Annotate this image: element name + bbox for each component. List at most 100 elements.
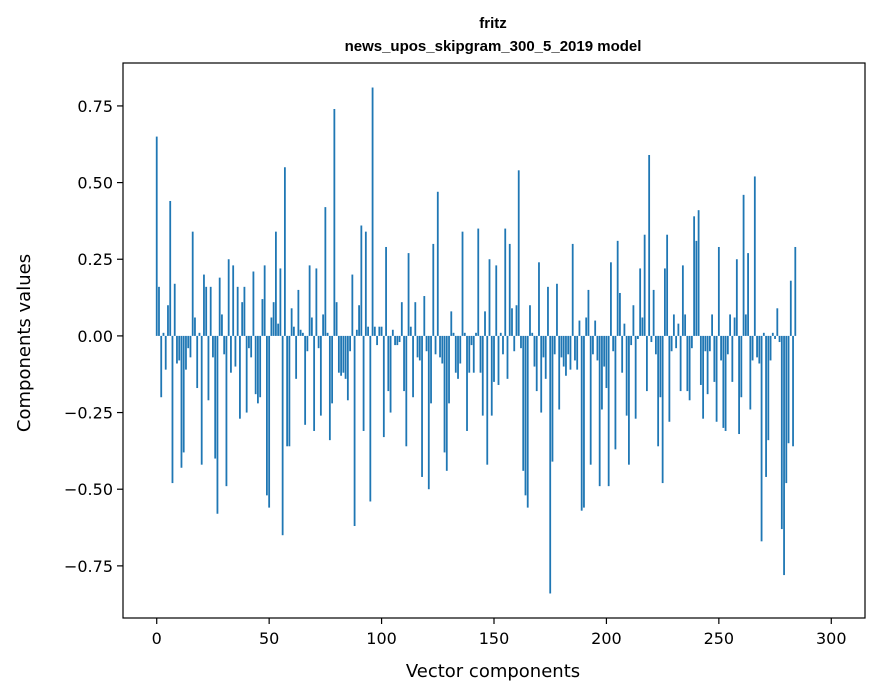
bar-235	[684, 314, 687, 336]
bar-121	[427, 335, 430, 490]
bar-103	[387, 335, 390, 392]
chart-title: fritz	[479, 15, 507, 32]
bar-266	[753, 176, 756, 336]
bar-154	[502, 335, 504, 355]
bar-40	[245, 335, 248, 413]
bar-261	[742, 194, 745, 336]
bar-277	[778, 335, 781, 343]
bar-159	[513, 335, 516, 352]
bar-282	[789, 280, 792, 336]
bar-39	[243, 286, 246, 336]
bar-184	[569, 335, 572, 370]
bar-201	[607, 335, 610, 487]
bar-259	[738, 335, 740, 435]
bar-215	[639, 268, 642, 336]
bar-245	[706, 335, 709, 395]
bar-85	[346, 335, 349, 401]
bar-53	[275, 231, 277, 336]
bar-5	[167, 305, 169, 336]
bar-217	[643, 234, 646, 336]
bar-38	[241, 302, 244, 336]
y-axis-label: Components values	[14, 254, 35, 432]
bar-207	[621, 335, 624, 373]
bar-98	[376, 335, 378, 346]
bar-83	[342, 335, 345, 373]
bar-157	[508, 243, 511, 336]
bar-34	[232, 265, 235, 336]
bar-107	[396, 335, 399, 346]
bar-204	[614, 335, 617, 450]
bar-93	[364, 231, 367, 336]
bar-75	[324, 207, 327, 336]
bar-284	[794, 246, 797, 336]
bar-222	[654, 335, 657, 355]
bar-46	[259, 335, 262, 398]
bar-44	[254, 335, 257, 395]
bar-189	[580, 335, 583, 511]
bar-209	[625, 335, 628, 416]
bar-232	[677, 323, 680, 336]
bar-246	[708, 335, 711, 352]
bar-202	[610, 262, 612, 336]
bar-274	[771, 332, 774, 336]
bar-143	[477, 228, 480, 336]
bar-191	[585, 317, 588, 336]
bar-152	[497, 335, 500, 385]
x-axis-ticks: 0 50 100 150 200 250 300	[152, 618, 847, 648]
bar-131	[450, 311, 453, 336]
bar-169	[535, 335, 538, 392]
bar-276	[776, 308, 779, 336]
bar-66	[304, 335, 307, 425]
bar-244	[704, 335, 707, 352]
bar-280	[785, 335, 788, 484]
bar-141	[472, 335, 475, 373]
bar-267	[756, 335, 758, 358]
bar-97	[373, 326, 376, 336]
bar-256	[731, 335, 734, 382]
bar-95	[369, 335, 372, 502]
bar-128	[443, 335, 446, 453]
bar-264	[749, 335, 752, 410]
bar-240	[695, 240, 698, 336]
bar-62	[295, 335, 298, 379]
bar-63	[297, 289, 300, 336]
x-tick-label: 300	[816, 629, 847, 648]
bar-104	[389, 335, 392, 413]
bar-87	[351, 274, 354, 336]
bar-102	[385, 246, 387, 336]
bar-228	[668, 335, 671, 422]
x-tick-label: 50	[259, 629, 279, 648]
bar-145	[481, 335, 484, 416]
bar-59	[288, 335, 291, 447]
bar-115	[414, 302, 417, 336]
bar-109	[400, 302, 403, 336]
bar-224	[659, 335, 662, 398]
bar-138	[466, 335, 468, 431]
bar-234	[681, 265, 684, 336]
bar-281	[787, 335, 790, 444]
bar-78	[331, 335, 334, 404]
bar-43	[252, 271, 255, 336]
bar-26	[214, 335, 217, 459]
bar-57	[283, 167, 286, 336]
bar-218	[646, 335, 648, 392]
bar-7	[171, 335, 174, 484]
bar-151	[495, 265, 498, 336]
bar-193	[589, 335, 592, 465]
bar-4	[164, 335, 167, 370]
bar-29	[221, 314, 223, 336]
bar-0	[155, 136, 158, 336]
bar-120	[425, 335, 428, 352]
bar-168	[533, 335, 536, 367]
bar-210	[628, 335, 630, 465]
bar-226	[663, 268, 666, 336]
bar-252	[722, 335, 725, 428]
bar-278	[780, 335, 783, 530]
bar-196	[596, 335, 599, 361]
bar-76	[326, 332, 329, 336]
bar-32	[227, 259, 230, 336]
bar-116	[416, 335, 419, 358]
x-tick-label: 0	[152, 629, 162, 648]
y-tick-label: 0.25	[77, 250, 113, 269]
